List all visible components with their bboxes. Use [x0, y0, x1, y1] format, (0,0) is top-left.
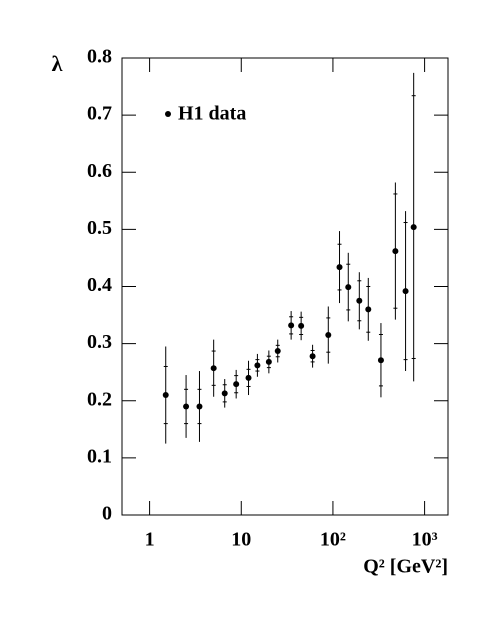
data-point	[325, 332, 332, 339]
y-tick-label: 0.6	[87, 160, 112, 182]
y-tick-label: 0.8	[87, 46, 112, 68]
data-point	[298, 322, 305, 329]
y-tick-label: 0	[102, 503, 112, 525]
y-axis-label: λ	[52, 51, 63, 76]
x-tick-label: 10³	[412, 529, 438, 551]
data-point	[402, 288, 409, 295]
data-point	[377, 357, 384, 364]
data-point	[288, 322, 295, 329]
data-point	[345, 284, 352, 291]
data-point	[356, 297, 363, 304]
y-tick-label: 0.7	[87, 103, 112, 125]
y-tick-label: 0.5	[87, 217, 112, 239]
x-tick-label: 10	[231, 529, 251, 551]
data-point	[245, 374, 252, 381]
data-point	[162, 392, 169, 399]
x-axis-label: Q² [GeV²]	[363, 556, 448, 578]
data-point	[221, 390, 228, 397]
y-tick-label: 0.3	[87, 331, 112, 353]
data-point	[274, 348, 281, 355]
legend-label: H1 data	[178, 103, 246, 125]
data-point	[336, 264, 343, 271]
data-point	[410, 224, 417, 231]
data-point	[309, 353, 316, 360]
data-point	[233, 381, 240, 388]
x-tick-label: 10²	[320, 529, 346, 551]
y-tick-label: 0.2	[87, 388, 112, 410]
data-point	[210, 365, 217, 372]
data-point	[392, 248, 399, 255]
y-tick-label: 0.1	[87, 445, 112, 467]
y-tick-label: 0.4	[87, 274, 112, 296]
data-point	[183, 403, 190, 410]
plot-frame	[121, 57, 449, 516]
data-point	[365, 306, 372, 313]
data-point	[265, 358, 272, 365]
data-point	[196, 403, 203, 410]
legend-marker	[165, 111, 171, 117]
data-point	[254, 362, 261, 369]
x-tick-label: 1	[145, 529, 155, 551]
